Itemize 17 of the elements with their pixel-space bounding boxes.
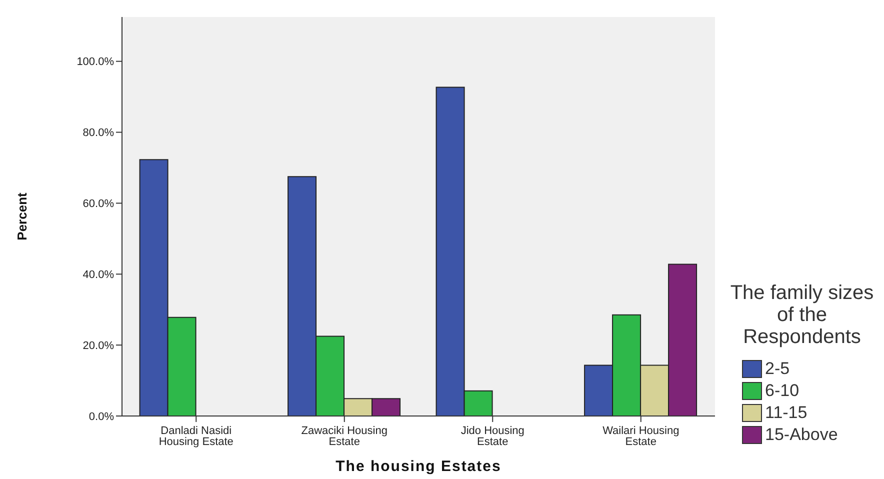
- x-tick-label: Zawaciki Housing Estate: [301, 425, 388, 448]
- x-tick-label: Wailari Housing Estate: [602, 425, 680, 448]
- legend-title: The family sizes of the Respondents: [729, 282, 875, 348]
- legend-label: 11-15: [765, 402, 808, 424]
- y-axis-title: Percent: [14, 192, 30, 240]
- legend-label: 2-5: [765, 358, 790, 380]
- x-tick-label: Danladi Nasidi Housing Estate: [158, 425, 234, 448]
- y-tick-label: 60.0%: [82, 198, 114, 210]
- y-tick-label: 100.0%: [76, 56, 114, 68]
- y-tick-label: 0.0%: [88, 410, 114, 423]
- y-tick-label: 40.0%: [82, 269, 114, 282]
- y-tick-label: 20.0%: [82, 340, 114, 352]
- x-axis-title: The housing Estates: [336, 458, 502, 475]
- x-tick-label: Jido Housing Estate: [460, 425, 524, 448]
- y-tick-label: 80.0%: [82, 127, 114, 140]
- legend-label: 15-Above: [765, 424, 838, 446]
- legend-label: 6-10: [765, 380, 800, 402]
